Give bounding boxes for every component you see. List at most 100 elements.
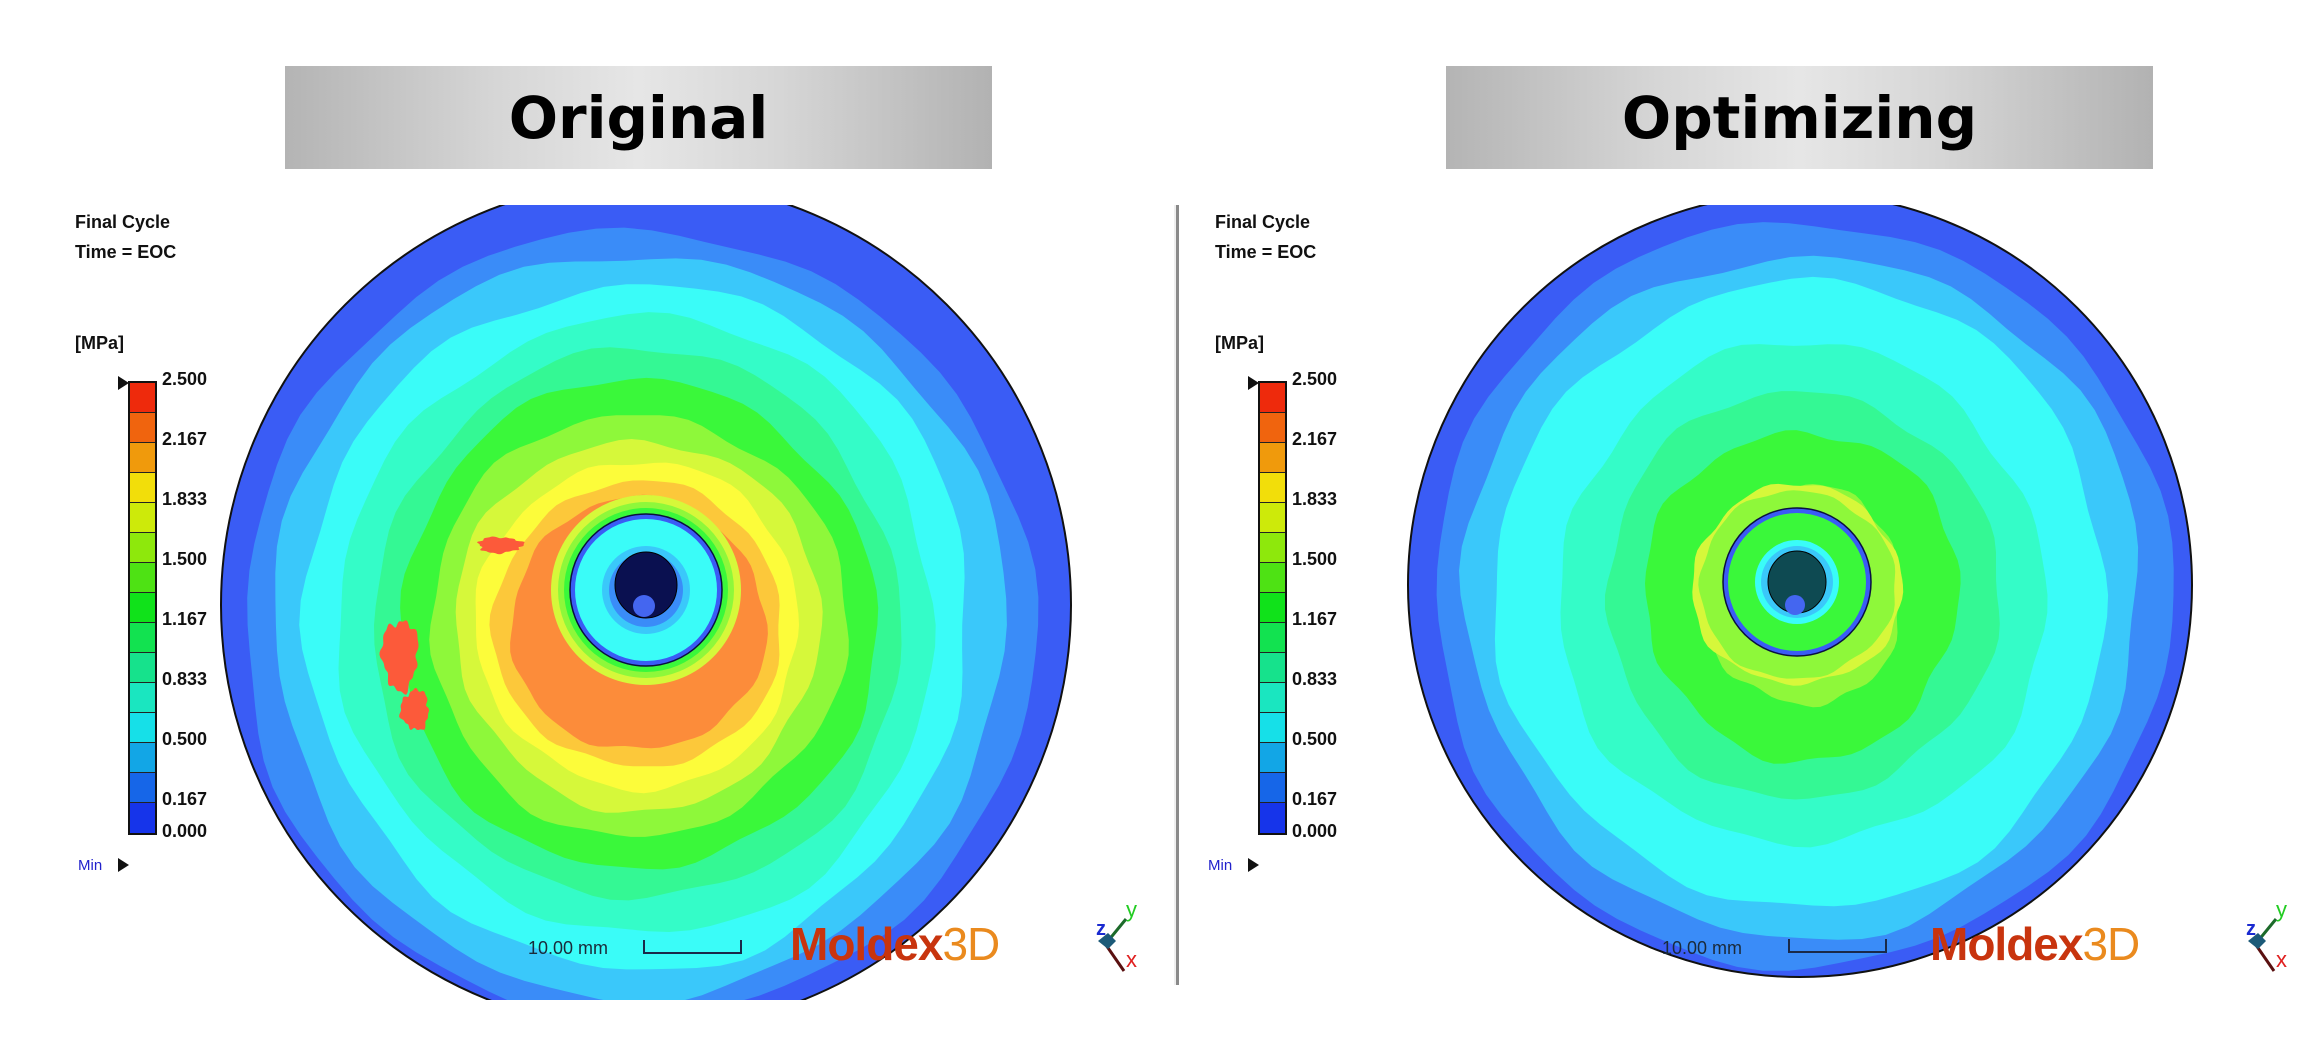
colorbar-segment [130,713,155,743]
colorbar-segment [1260,773,1285,803]
colorbar-tick-label: 0.167 [162,788,208,809]
colorbar-segment [1260,383,1285,413]
colorbar-segment [1260,473,1285,503]
colorbar-tick-label: 1.167 [1292,608,1338,629]
scale-bar [1788,939,1887,953]
top-crop [1405,200,2205,205]
colorbar-segment [130,533,155,563]
result-info: Final Cycle Time = EOC [1215,207,1316,267]
optimizing-title: Optimizing [1621,83,1978,152]
colorbar-segment [130,563,155,593]
axis-x-label: x [2276,947,2287,972]
moldex3d-logo: Moldex3D [790,917,1000,971]
axis-triad-icon: y z x [2246,897,2287,972]
min-label: Min [78,857,103,874]
colorbar-tick-label: 2.167 [162,428,208,449]
hotspot [399,687,430,730]
top-crop [215,200,1075,205]
gate-point [1785,595,1805,615]
colorbar [1258,381,1287,835]
info-time: Time = EOC [1215,242,1317,262]
colorbar-segment [130,593,155,623]
colorbar-segment [1260,443,1285,473]
stress-contour-disk [1405,200,2205,978]
colorbar-tick-label: 0.500 [1292,729,1338,749]
colorbar-segment [1260,563,1285,593]
logo-main: Moldex [1930,918,2083,970]
colorbar-tick-label: 0.167 [1292,788,1338,809]
unit-label: [MPa] [1215,333,1264,353]
disk-outline [1407,200,2193,978]
hotspot [477,536,525,555]
min-marker-icon [118,858,129,872]
stress-contour-disk [215,200,1075,1000]
axis-triad-icon: y z x [1096,897,1137,972]
colorbar-tick-label: 0.833 [1292,669,1338,690]
axis-x-label: x [1126,947,1137,972]
colorbar-segment [130,413,155,443]
panel-divider [1174,205,1179,985]
colorbar-tick-label: 1.833 [1292,489,1338,510]
original-result-panel: Final Cycle Time = EOC [MPa] 2.500 2.167 1… [0,200,1160,1000]
disk-outline [220,200,1072,1000]
colorbar-tick-label: 2.500 [162,369,208,389]
logo-suffix: 3D [942,918,1000,970]
colorbar-segment [130,653,155,683]
colorbar-segment [130,743,155,773]
info-cycle: Final Cycle [1215,212,1311,232]
colorbar-tick-label: 0.500 [162,729,208,749]
colorbar-segment [1260,803,1285,833]
contour-bands [221,200,1071,1000]
colorbar-segment [130,503,155,533]
colorbar-segment [1260,413,1285,443]
colorbar-segment [1260,503,1285,533]
colorbar-segment [130,803,155,833]
colorbar-tick-label: 2.167 [1292,428,1338,449]
scale-bar [643,940,742,954]
unit-label: [MPa] [75,333,124,353]
info-cycle: Final Cycle [75,212,171,232]
result-info: Final Cycle Time = EOC [75,207,176,267]
contour-bands [1408,200,2192,977]
colorbar-tick-label: 0.000 [162,821,208,841]
colorbar-tick-label: 1.500 [162,549,208,569]
optimizing-banner: Optimizing [1446,66,2153,169]
moldex3d-logo: Moldex3D [1930,917,2140,971]
min-marker-icon [1248,858,1259,872]
colorbar-segment [1260,683,1285,713]
original-title: Original [508,83,769,152]
optimizing-result-panel: Final Cycle Time = EOC [MPa] 2.500 2.167 1… [1170,200,2319,995]
axis-z-label: z [2246,918,2256,940]
hotspot [379,620,419,695]
colorbar-segment [130,773,155,803]
colorbar-segment [130,623,155,653]
hub-core [614,551,678,619]
original-banner: Original [285,66,992,169]
max-marker-icon [118,376,129,390]
colorbar-segment [1260,533,1285,563]
max-marker-icon [1248,376,1259,390]
gate-point [633,595,655,617]
colorbar-segment [1260,623,1285,653]
colorbar-segment [1260,743,1285,773]
colorbar-segment [1260,713,1285,743]
colorbar-tick-label: 1.167 [162,608,208,629]
colorbar-segment [1260,653,1285,683]
axis-y-label: y [1126,897,1137,922]
colorbar-segment [130,383,155,413]
logo-main: Moldex [790,918,943,970]
colorbar [128,381,157,835]
colorbar-segment [130,443,155,473]
scale-text: 10.00 mm [528,938,609,958]
colorbar-segment [130,683,155,713]
colorbar-tick-label: 0.833 [162,669,208,690]
colorbar-tick-label: 0.000 [1292,821,1338,841]
axis-y-label: y [2276,897,2287,922]
logo-suffix: 3D [2082,918,2140,970]
axis-z-label: z [1096,918,1106,940]
colorbar-tick-label: 2.500 [1292,369,1338,389]
colorbar-tick-label: 1.500 [1292,549,1338,569]
scale-text: 10.00 mm [1662,938,1743,958]
colorbar-segment [130,473,155,503]
min-label: Min [1208,857,1233,874]
